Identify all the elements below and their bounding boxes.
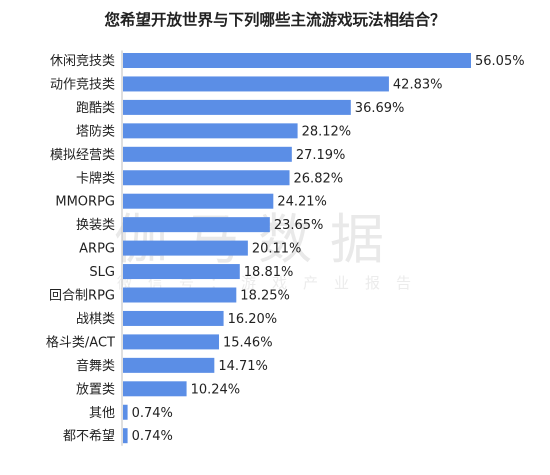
value-label: 23.65% bbox=[274, 218, 324, 233]
bar bbox=[123, 99, 351, 115]
value-label: 0.74% bbox=[132, 429, 173, 444]
value-label: 36.69% bbox=[355, 101, 405, 116]
bar bbox=[123, 217, 270, 233]
bar bbox=[123, 310, 224, 326]
bar bbox=[123, 240, 248, 256]
value-label: 18.81% bbox=[244, 265, 294, 280]
bar bbox=[123, 381, 187, 397]
category-label: 动作竞技类 bbox=[50, 76, 115, 92]
category-label: ARPG bbox=[79, 242, 115, 257]
category-label: 其他 bbox=[89, 406, 115, 421]
value-label: 16.20% bbox=[228, 312, 278, 327]
category-label: 格斗类/ACT bbox=[46, 334, 115, 350]
category-label: 卡牌类 bbox=[76, 170, 115, 186]
bar bbox=[123, 357, 215, 373]
category-label: 休闲竞技类 bbox=[50, 53, 115, 69]
bar bbox=[123, 287, 237, 303]
bar bbox=[123, 76, 389, 92]
value-label: 24.21% bbox=[277, 195, 327, 210]
category-label: 战棋类 bbox=[76, 312, 115, 327]
chart-title: 您希望开放世界与下列哪些主流游戏玩法相结合？ bbox=[104, 11, 446, 29]
value-label: 10.24% bbox=[191, 382, 241, 397]
category-label: 放置类 bbox=[76, 382, 115, 397]
value-label: 42.83% bbox=[393, 77, 443, 92]
bar bbox=[123, 428, 128, 444]
bar bbox=[123, 404, 128, 420]
value-label: 56.05% bbox=[475, 54, 525, 69]
value-label: 0.74% bbox=[132, 406, 173, 421]
category-label: 跑酷类 bbox=[76, 101, 115, 116]
value-label: 27.19% bbox=[296, 148, 346, 163]
category-label: 回合制RPG bbox=[49, 289, 115, 304]
value-label: 18.25% bbox=[240, 289, 290, 304]
bar bbox=[123, 193, 274, 209]
value-label: 28.12% bbox=[302, 124, 352, 139]
category-label: 音舞类 bbox=[76, 358, 115, 374]
category-label: 模拟经营类 bbox=[50, 148, 115, 163]
value-label: 26.82% bbox=[294, 171, 344, 186]
category-label: SLG bbox=[89, 265, 115, 280]
bar bbox=[123, 53, 471, 68]
value-label: 14.71% bbox=[218, 359, 268, 374]
bar bbox=[123, 334, 219, 350]
bar bbox=[123, 170, 290, 186]
value-label: 15.46% bbox=[223, 335, 273, 350]
bar bbox=[123, 264, 240, 280]
category-label: 塔防类 bbox=[76, 123, 115, 139]
category-label: MMORPG bbox=[55, 195, 115, 210]
bar bbox=[123, 123, 298, 139]
bar bbox=[123, 146, 292, 162]
category-label: 都不希望 bbox=[63, 428, 115, 444]
bar-series: 休闲竞技类 56.05% 动作竞技类 42.83% 跑酷类 36.69% 塔防类 28.12%… bbox=[46, 53, 525, 444]
value-label: 20.11% bbox=[252, 242, 302, 257]
category-label: 换装类 bbox=[76, 218, 115, 233]
